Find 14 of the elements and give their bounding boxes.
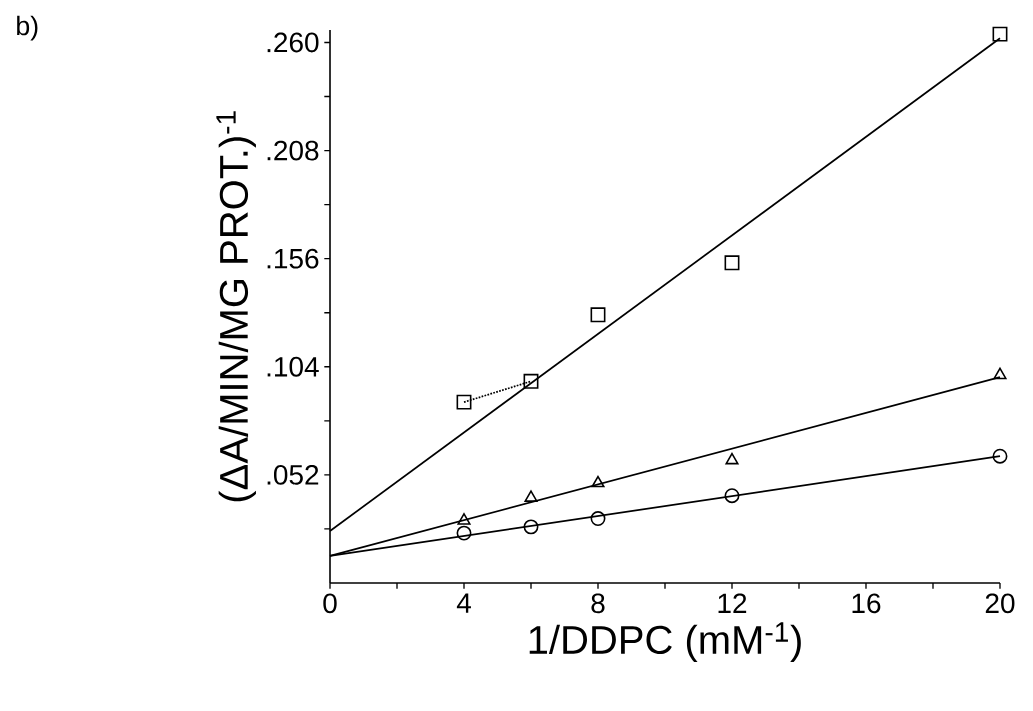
x-tick-label: 16: [852, 593, 881, 614]
y-tick-label: .104: [267, 356, 319, 377]
y-tick-label: .208: [267, 140, 319, 161]
x-tick-label: 0: [323, 593, 337, 614]
y-tick-label: .260: [267, 32, 319, 53]
x-tick-label: 8: [591, 593, 605, 614]
y-axis-title: (ΔA/MIN/MG PROT.)$^{-1}$: [216, 111, 256, 502]
x-tick-label: 20: [985, 593, 1015, 614]
x-tick-label: 4: [456, 593, 471, 613]
y-tick-label: .156: [267, 248, 319, 269]
y-tick-label: .052: [267, 464, 319, 485]
x-tick-label: 12: [718, 593, 747, 613]
x-axis-title: 1/DDPC (mM$^{-1}$): [529, 622, 801, 662]
text: b): [17, 15, 38, 41]
